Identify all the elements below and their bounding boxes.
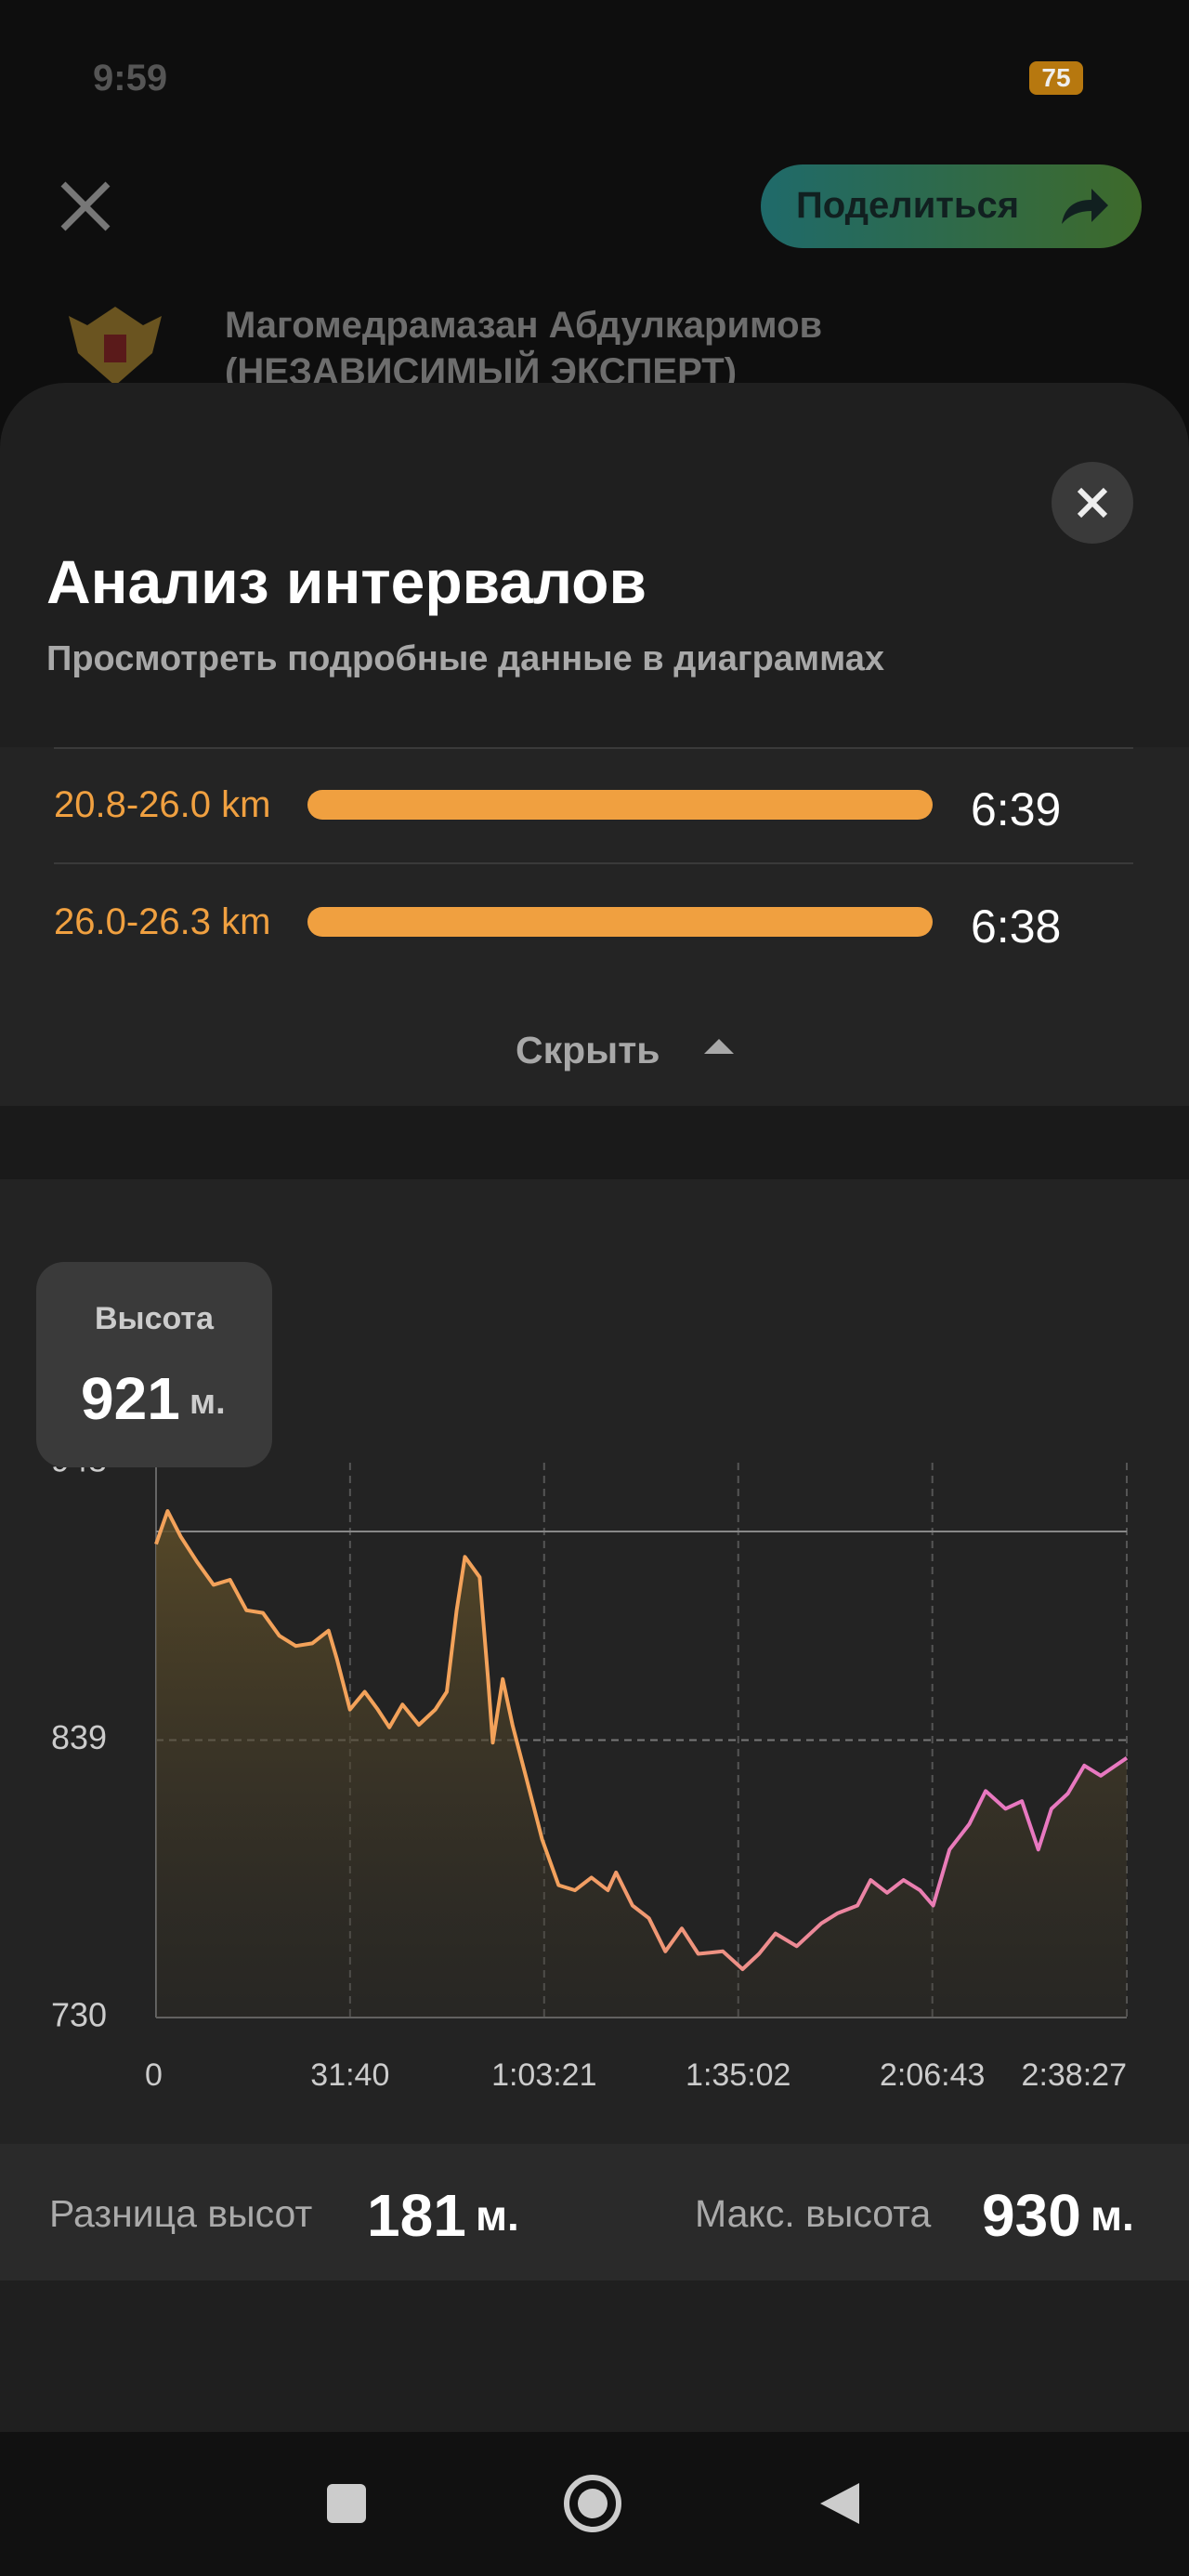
divider (54, 862, 1133, 864)
stats-bar: Разница высот 181 м. Макс. высота 930 м. (0, 2144, 1189, 2280)
interval-range: 20.8-26.0 km (54, 784, 271, 825)
nav-icons (327, 2475, 859, 2532)
interval-pace: 6:39 (971, 783, 1062, 835)
tooltip-unit: м. (189, 1383, 226, 1422)
y-tick-label: 839 (51, 1718, 107, 1756)
intervals-panel: 20.8-26.0 km 6:39 26.0-26.3 km 6:38 Скры… (0, 747, 1189, 1106)
stat-value: 181 (367, 2182, 466, 2249)
interval-range: 26.0-26.3 km (54, 901, 271, 942)
divider (54, 747, 1133, 749)
back-button[interactable] (820, 2483, 859, 2524)
user-name: Магомедрамазан Абдулкаримов (225, 305, 823, 346)
battery: 75 (1029, 61, 1083, 95)
x-tick-label: 2:38:27 (1022, 2057, 1127, 2093)
recents-button[interactable] (327, 2484, 366, 2523)
x-tick-label: 1:35:02 (686, 2057, 790, 2093)
x-tick-label: 1:03:21 (491, 2057, 596, 2093)
sheet-title: Анализ интервалов (46, 547, 647, 616)
sheet-subtitle: Просмотреть подробные данные в диаграмма… (46, 639, 884, 678)
stat-unit: м. (1091, 2191, 1134, 2240)
hide-button[interactable]: Скрыть (516, 1029, 660, 1071)
share-label: Поделиться (796, 185, 1020, 226)
tooltip: Высота 921 м. (36, 1262, 272, 1467)
stat-label: Макс. высота (695, 2192, 932, 2235)
home-button[interactable] (564, 2475, 621, 2532)
stat-value: 930 (982, 2182, 1081, 2249)
elevation-chart: 730839948031:401:03:211:35:022:06:432:38… (51, 1441, 1129, 2093)
sheet-close[interactable] (1052, 462, 1133, 544)
line (154, 1509, 1129, 1971)
hide-arrow (704, 1039, 734, 1054)
interval-pace: 6:38 (971, 900, 1062, 953)
tooltip-value: 921 (81, 1365, 180, 1432)
stat-unit: м. (476, 2191, 519, 2240)
x-tick-label: 2:06:43 (880, 2057, 985, 2093)
y-tick-label: 730 (51, 1996, 107, 2034)
close-icon[interactable] (56, 177, 115, 236)
stat-label: Разница высот (49, 2192, 313, 2235)
nav-bar (0, 2432, 1189, 2576)
status-time: 9:59 (93, 58, 168, 99)
gap (0, 1106, 1189, 1179)
share-button[interactable]: Поделиться (761, 164, 1142, 248)
tooltip-label: Высота (95, 1301, 214, 1336)
area (156, 1511, 1127, 2017)
x-tick-label: 31:40 (310, 2057, 389, 2093)
interval-bar (307, 907, 933, 937)
share-icon (1062, 189, 1108, 224)
interval-bar (307, 790, 933, 820)
emblem (69, 307, 162, 386)
x-tick-label: 0 (145, 2057, 163, 2093)
